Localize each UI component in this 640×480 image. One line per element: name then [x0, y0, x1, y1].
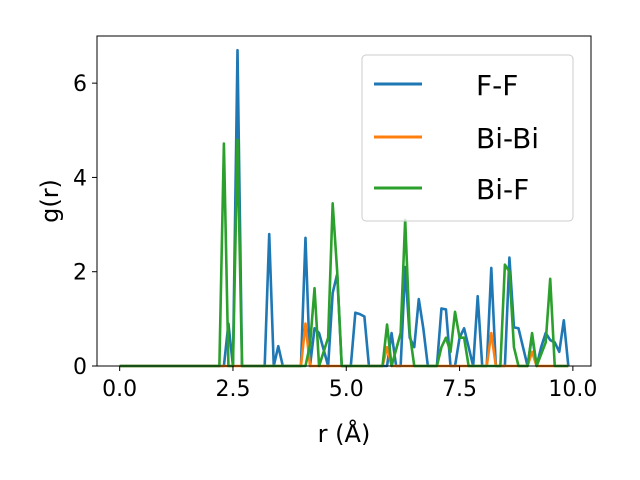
x-tick-label: 2.5: [215, 377, 250, 402]
y-tick-label: 4: [73, 166, 87, 191]
x-tick-label: 0.0: [102, 377, 137, 402]
legend-label-bi-bi: Bi-Bi: [476, 122, 539, 155]
y-tick-label: 0: [73, 355, 87, 380]
y-tick-label: 6: [73, 72, 87, 97]
tick-layer: 0.0 2.5 5.0 7.5 10.0 0 2 4 6: [73, 72, 597, 402]
legend-box: [361, 54, 574, 222]
x-tick-label: 7.5: [442, 377, 477, 402]
legend: F-F Bi-Bi Bi-F: [361, 54, 574, 222]
legend-label-f-f: F-F: [476, 69, 518, 102]
x-axis-label: r (Å): [318, 419, 371, 448]
y-tick-label: 2: [73, 261, 87, 286]
legend-label-bi-f: Bi-F: [476, 173, 529, 206]
plot-frame: [96, 35, 592, 367]
x-tick-label: 5.0: [329, 377, 364, 402]
y-axis-label: g(r): [36, 179, 64, 223]
x-tick-label: 10.0: [548, 377, 597, 402]
